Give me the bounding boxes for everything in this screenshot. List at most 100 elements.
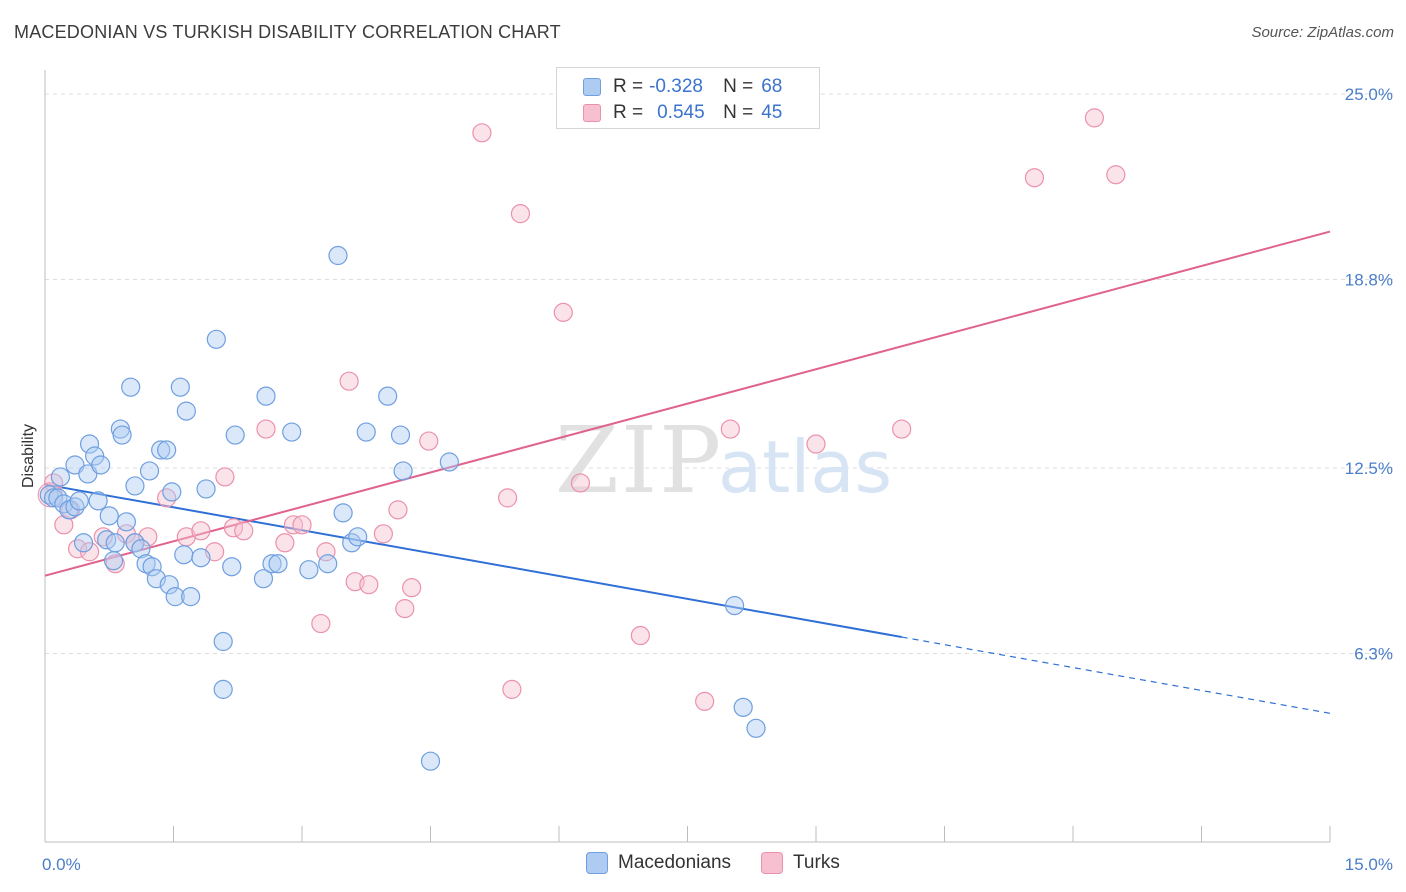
r-value: -0.328 xyxy=(649,76,703,97)
point-turks xyxy=(292,515,312,535)
chart-title: MACEDONIAN VS TURKISH DISABILITY CORRELA… xyxy=(14,22,561,42)
point-macedonians xyxy=(103,551,124,571)
gridlines xyxy=(45,93,1395,654)
point-turks xyxy=(1084,108,1105,128)
point-macedonians xyxy=(54,494,74,514)
point-macedonians xyxy=(151,440,171,460)
trend-line-macedonians-extrapolated xyxy=(901,636,1331,714)
point-macedonians xyxy=(393,461,413,481)
point-turks xyxy=(311,613,331,634)
point-turks xyxy=(1024,168,1045,188)
point-turks xyxy=(720,419,740,439)
trend-line-turks xyxy=(44,230,1331,577)
turks-swatch xyxy=(761,852,784,874)
point-macedonians xyxy=(139,461,160,481)
point-macedonians xyxy=(356,422,376,442)
y-tick-label: 18.8% xyxy=(1345,270,1393,289)
point-macedonians xyxy=(268,554,288,574)
point-turks xyxy=(630,625,650,646)
y-tick-label: 25.0% xyxy=(1345,85,1393,104)
point-macedonians xyxy=(105,533,125,553)
point-turks xyxy=(105,554,125,574)
point-macedonians xyxy=(348,527,368,547)
n-label: N = xyxy=(723,102,754,123)
r-label: R = xyxy=(613,76,644,97)
point-macedonians xyxy=(99,506,119,526)
point-turks xyxy=(498,488,518,508)
point-turks xyxy=(191,521,211,541)
point-turks xyxy=(472,123,492,143)
n-label: N = xyxy=(723,76,754,97)
x-tick-label: 0.0% xyxy=(42,855,81,874)
macedonians-swatch xyxy=(583,78,601,96)
point-turks xyxy=(339,371,359,391)
point-turks xyxy=(256,419,276,439)
watermark-atlas: atlas xyxy=(718,425,892,509)
point-macedonians xyxy=(378,386,398,406)
point-macedonians xyxy=(253,569,274,589)
point-macedonians xyxy=(299,560,319,580)
point-macedonians xyxy=(191,548,211,568)
y-axis-label: Disability xyxy=(20,424,37,488)
legend-row-turks: R = 0.545 N = 45 xyxy=(583,100,782,126)
point-macedonians xyxy=(165,587,185,607)
point-macedonians xyxy=(116,512,136,532)
series-turks xyxy=(37,108,1126,711)
point-macedonians xyxy=(79,434,100,454)
point-macedonians xyxy=(91,455,111,475)
legend-stats: R = -0.328 N = 68 R = 0.545 N = 45 xyxy=(556,67,820,129)
point-macedonians xyxy=(121,377,141,397)
point-macedonians xyxy=(225,425,245,445)
point-turks xyxy=(402,578,422,598)
point-macedonians xyxy=(88,491,108,511)
watermark: ZIP atlas xyxy=(555,407,892,514)
point-turks xyxy=(419,431,439,451)
point-macedonians xyxy=(181,587,201,607)
point-turks xyxy=(553,302,573,322)
point-turks xyxy=(1106,165,1126,185)
trend-line-macedonians xyxy=(44,483,902,639)
point-macedonians xyxy=(256,386,276,406)
legend-label-macedonians: Macedonians xyxy=(618,852,732,873)
point-macedonians xyxy=(50,467,71,487)
legend-row-macedonians: R = -0.328 N = 68 xyxy=(583,74,782,100)
point-turks xyxy=(510,204,531,224)
turks-swatch xyxy=(583,104,601,122)
n-value: 68 xyxy=(761,76,783,97)
n-value: 45 xyxy=(761,102,783,123)
point-macedonians xyxy=(420,751,441,771)
point-turks xyxy=(215,467,235,487)
point-macedonians xyxy=(725,596,745,616)
point-macedonians xyxy=(170,377,190,397)
point-turks xyxy=(359,575,379,595)
source-label: Source: ZipAtlas.com xyxy=(1251,24,1394,41)
x-tick-label: 15.0% xyxy=(1345,855,1393,874)
point-turks xyxy=(570,473,591,493)
point-turks xyxy=(395,599,415,619)
point-macedonians xyxy=(43,488,64,508)
point-macedonians xyxy=(206,329,226,349)
point-macedonians xyxy=(142,557,162,577)
legend-item-macedonians[interactable]: Macedonians xyxy=(586,852,731,874)
point-macedonians xyxy=(746,718,766,738)
point-macedonians xyxy=(213,631,233,652)
y-tick-label: 6.3% xyxy=(1354,644,1393,663)
point-macedonians xyxy=(174,545,194,565)
point-turks xyxy=(373,524,393,544)
point-macedonians xyxy=(262,554,282,574)
y-tick-label: 12.5% xyxy=(1345,459,1393,478)
point-macedonians xyxy=(282,422,302,442)
point-macedonians xyxy=(112,425,132,445)
macedonians-swatch xyxy=(586,852,608,874)
legend-item-turks[interactable]: Turks xyxy=(761,852,840,874)
point-turks xyxy=(157,488,177,508)
point-turks xyxy=(502,679,522,699)
point-turks xyxy=(892,419,912,439)
r-label: R = xyxy=(613,102,644,123)
point-macedonians xyxy=(733,697,753,717)
point-macedonians xyxy=(196,479,216,499)
point-macedonians xyxy=(157,440,177,460)
point-turks xyxy=(695,691,715,711)
trend-lines xyxy=(44,230,1331,714)
